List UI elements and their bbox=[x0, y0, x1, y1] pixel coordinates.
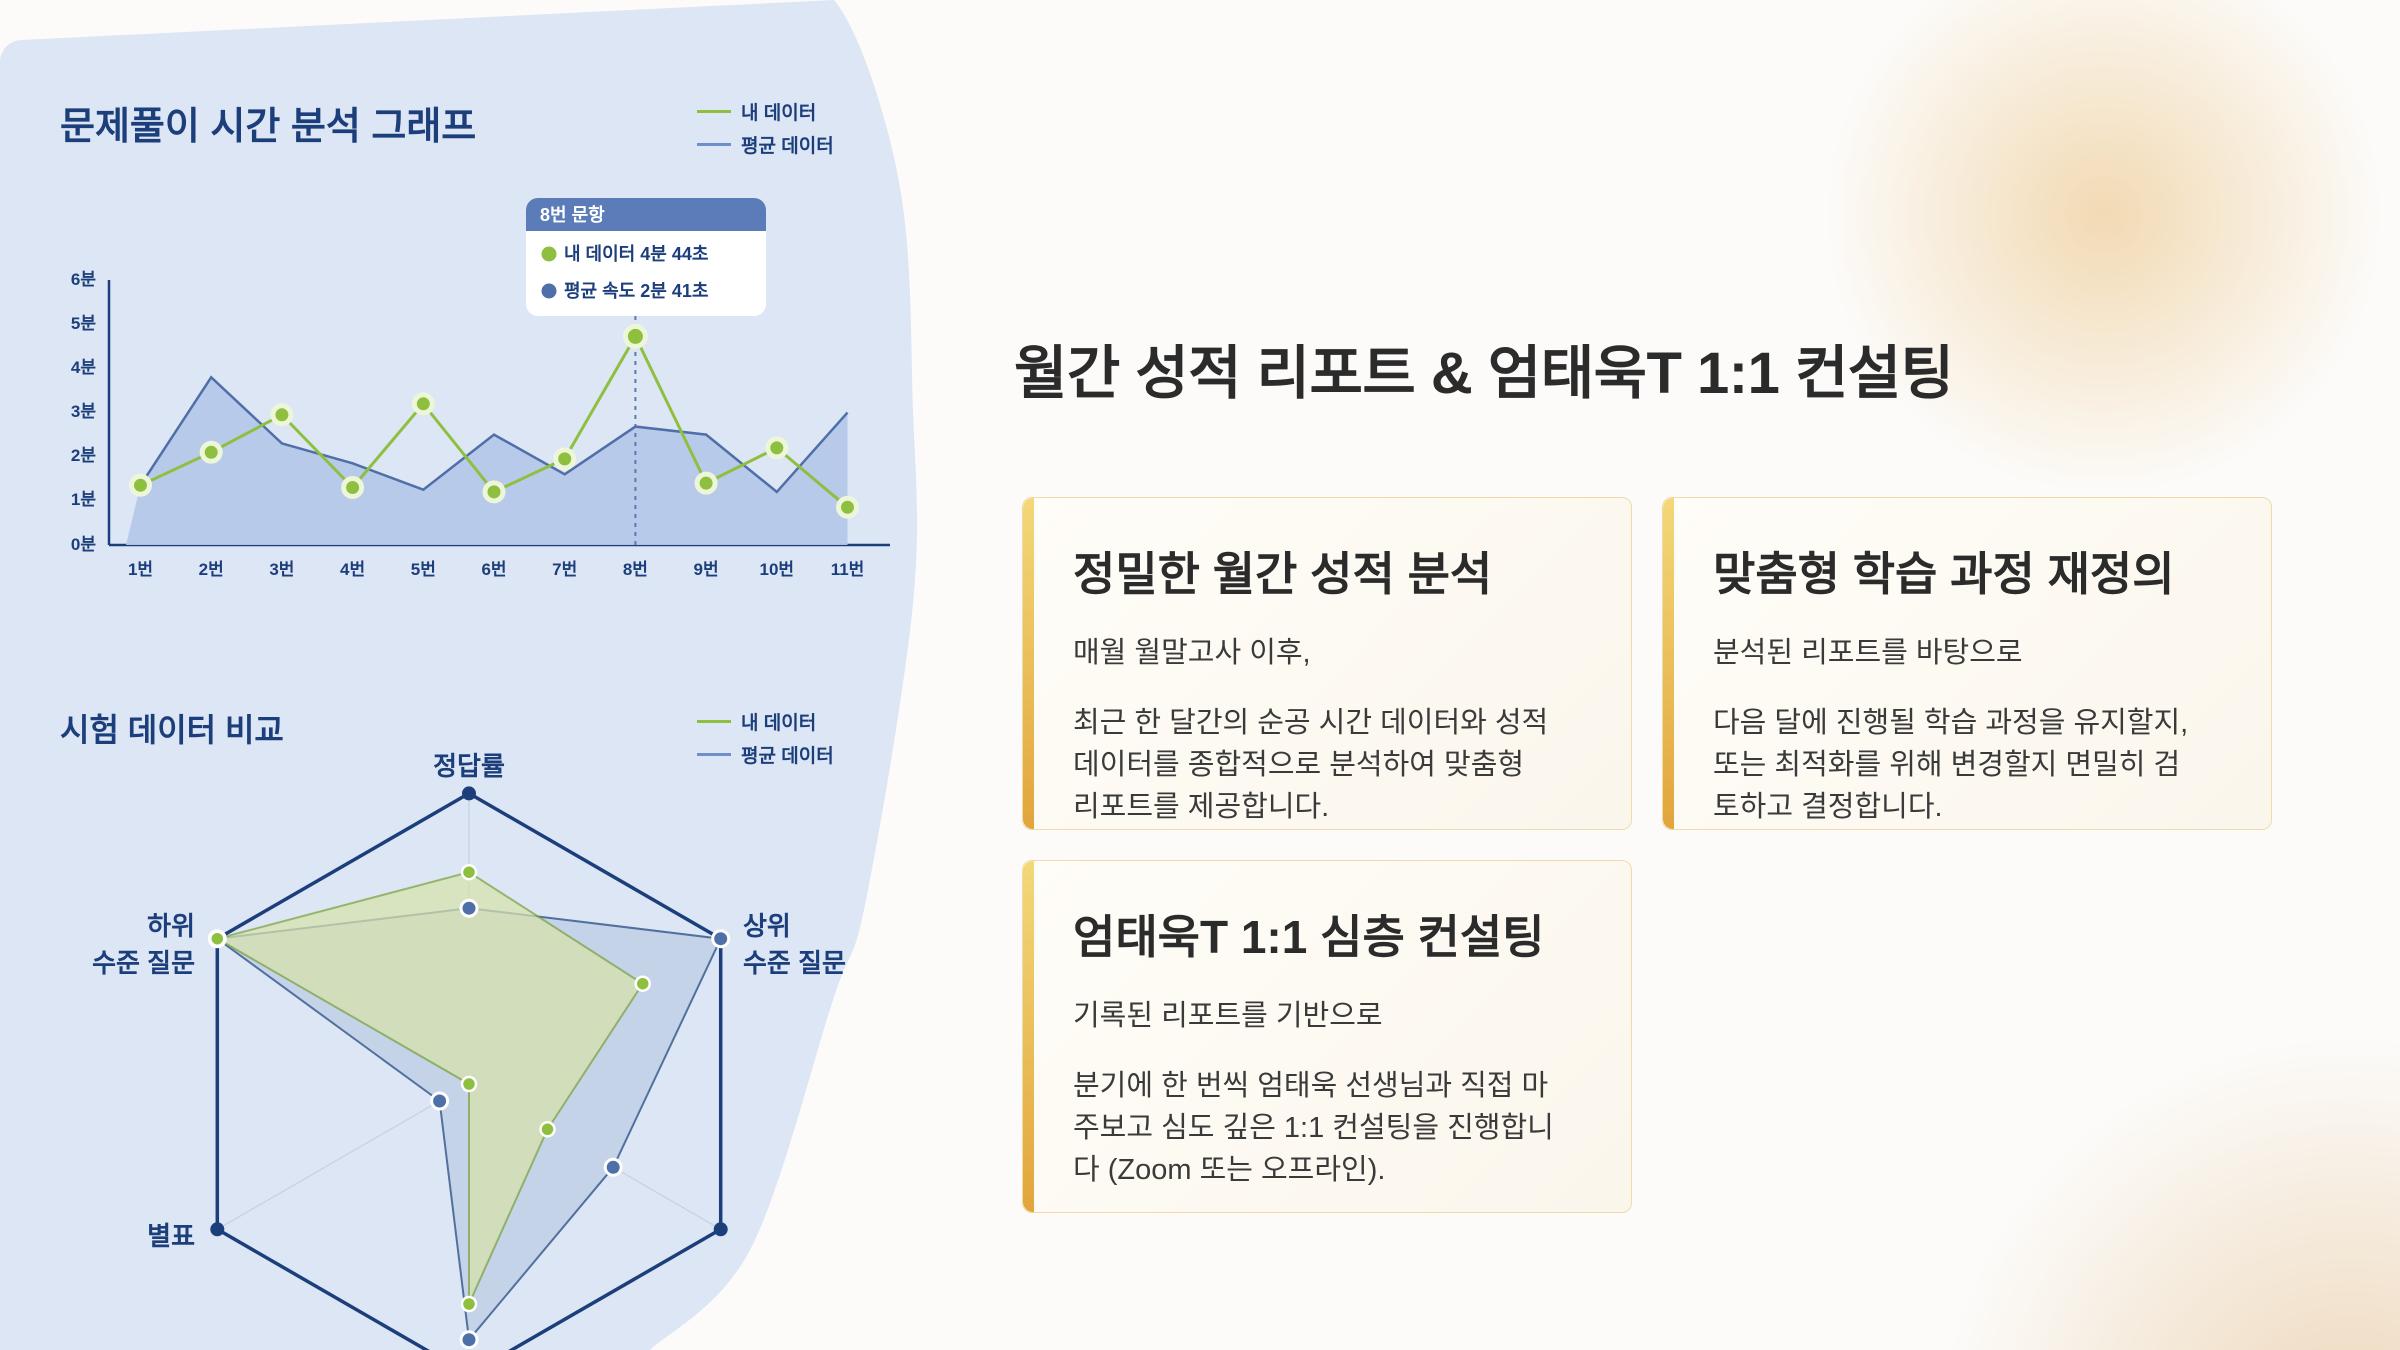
svg-text:수준 질문: 수준 질문 bbox=[743, 948, 846, 978]
svg-text:정답률: 정답률 bbox=[433, 751, 505, 781]
svg-text:상위: 상위 bbox=[743, 911, 791, 941]
svg-text:별표: 별표 bbox=[147, 1221, 195, 1251]
svg-text:수준 질문: 수준 질문 bbox=[92, 948, 195, 978]
svg-text:하위: 하위 bbox=[147, 911, 195, 941]
